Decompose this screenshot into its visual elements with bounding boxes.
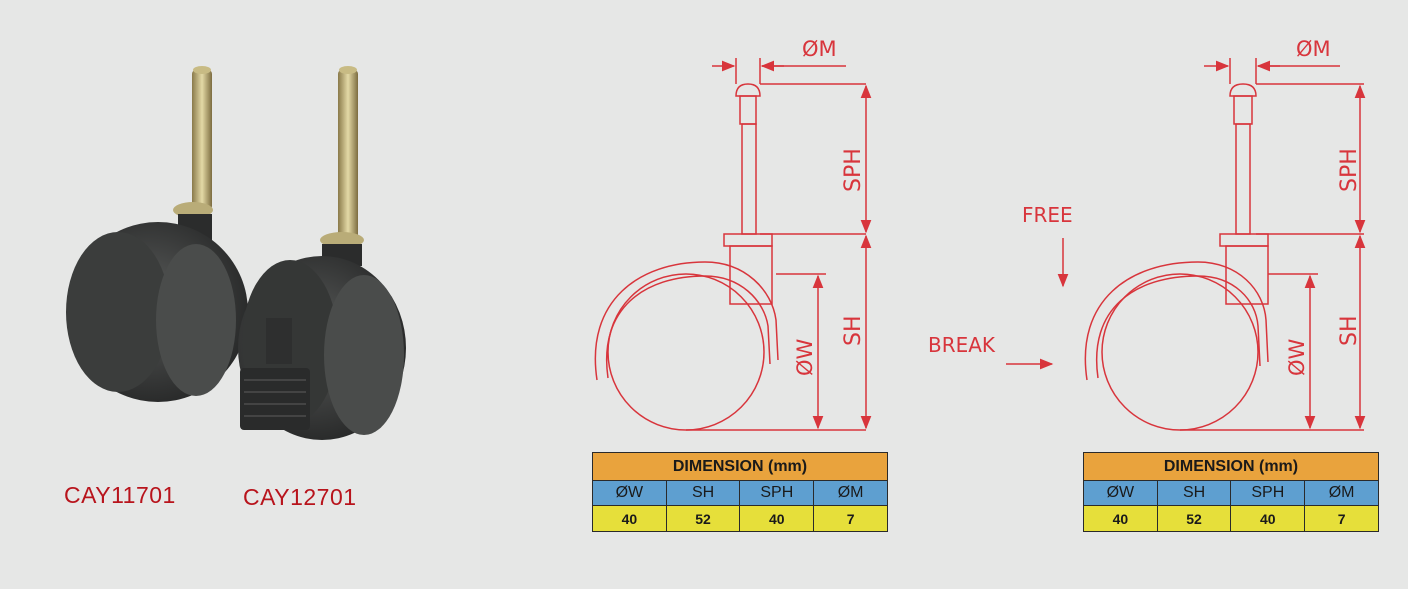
technical-drawing-2 (1006, 58, 1366, 431)
value-m: 7 (1304, 505, 1379, 532)
product-code-cay11701: CAY11701 (64, 482, 176, 508)
label-m-2: ØM (1296, 37, 1331, 61)
label-w-1: ØW (793, 338, 817, 376)
label-m-1: ØM (802, 37, 837, 61)
header-sh: SH (1156, 480, 1232, 506)
brake-pedal (240, 368, 310, 430)
header-w: ØW (1083, 480, 1158, 506)
value-m: 7 (813, 505, 888, 532)
header-sh: SH (665, 480, 741, 506)
caster-photo-1 (66, 66, 248, 402)
dimension-table-1: DIMENSION (mm) ØW SH SPH ØM 40 52 40 7 (592, 452, 888, 532)
label-sh-2: SH (1337, 315, 1362, 346)
table-title: DIMENSION (mm) (592, 452, 888, 481)
value-w: 40 (1083, 505, 1158, 532)
table-title: DIMENSION (mm) (1083, 452, 1379, 481)
header-w: ØW (592, 480, 667, 506)
label-w-2: ØW (1285, 338, 1309, 376)
label-sph-1: SPH (841, 148, 866, 192)
value-w: 40 (592, 505, 667, 532)
dimension-table-2: DIMENSION (mm) ØW SH SPH ØM 40 52 40 7 (1083, 452, 1379, 532)
label-sh-1: SH (841, 315, 866, 346)
value-sh: 52 (665, 505, 741, 532)
value-sh: 52 (1156, 505, 1232, 532)
value-sph: 40 (1230, 505, 1306, 532)
header-sph: SPH (1230, 480, 1306, 506)
product-code-cay12701: CAY12701 (243, 484, 357, 510)
stem-top (735, 83, 761, 97)
header-sph: SPH (739, 480, 815, 506)
label-sph-2: SPH (1337, 148, 1362, 192)
label-free: FREE (1022, 203, 1073, 227)
stem-top-2 (1229, 83, 1257, 97)
header-m: ØM (813, 480, 888, 506)
technical-drawing-1 (594, 58, 872, 431)
label-break: BREAK (928, 333, 996, 357)
header-m: ØM (1304, 480, 1379, 506)
value-sph: 40 (739, 505, 815, 532)
caster-photo-2 (238, 66, 406, 440)
